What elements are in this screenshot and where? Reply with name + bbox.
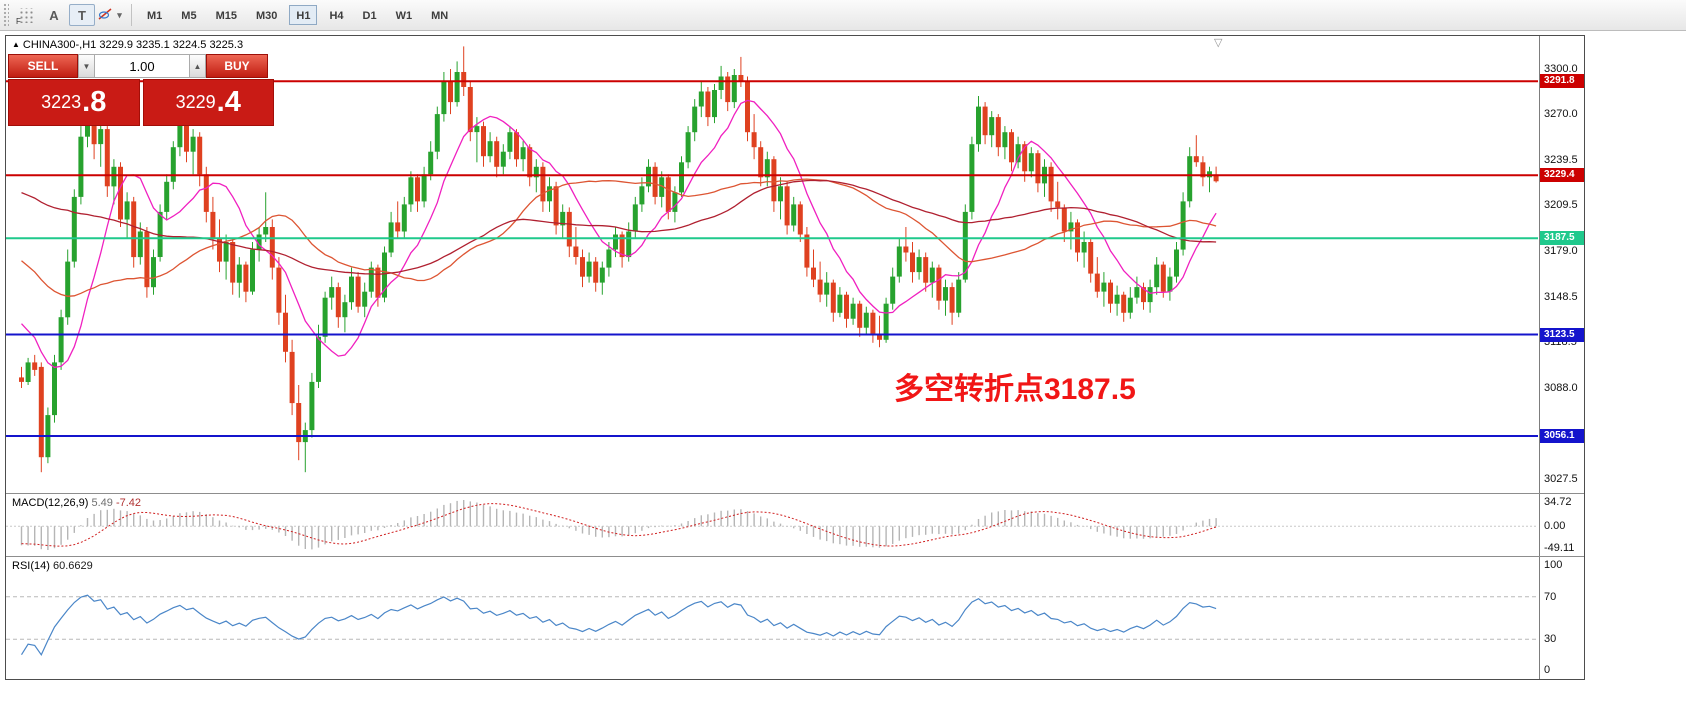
price-badge[interactable]: 3291.8 [1540, 74, 1584, 89]
rsi-axis-30: 30 [1544, 633, 1557, 646]
axis-tick: 3148.5 [1544, 290, 1578, 303]
toolbar-grip[interactable] [3, 3, 9, 27]
ohlc-info: ▲ CHINA300-,H1 3229.9 3235.1 3224.5 3225.… [12, 39, 243, 51]
volume-up-button[interactable]: ▲ [189, 54, 206, 78]
macd-label: MACD(12,26,9) 5.49 -7.42 [12, 497, 141, 509]
macd-value-main: 5.49 [91, 497, 113, 509]
macd-canvas[interactable] [6, 494, 1538, 556]
axis-tick: 3270.0 [1544, 108, 1578, 121]
rsi-value: 60.6629 [52, 560, 93, 572]
price-badge[interactable]: 3229.4 [1540, 168, 1584, 183]
rsi-name: RSI(14) [12, 560, 50, 572]
timeframe-w1[interactable]: W1 [395, 10, 413, 22]
axis-tick: 3209.5 [1544, 199, 1578, 212]
symbol-marker-icon: ▲ [12, 40, 20, 49]
macd-axis-top: 34.72 [1544, 496, 1572, 508]
letter-a-glyph: A [49, 7, 59, 23]
panel-splitter[interactable] [6, 493, 1584, 494]
rsi-axis[interactable]: 100 70 30 0 [1539, 557, 1584, 679]
buy-price-big: .4 [216, 86, 241, 118]
timeframe-m15[interactable]: M15 [215, 10, 237, 22]
rsi-axis-100: 100 [1544, 559, 1563, 571]
toolbar-separator [131, 4, 132, 26]
price-badge[interactable]: 3056.1 [1540, 428, 1584, 443]
timeframe-m1[interactable]: M1 [147, 10, 163, 22]
main-chart-panel: 3300.0 3270.0 3239.5 3209.5 3179.0 3148.5 3118… [6, 36, 1584, 493]
axis-tick: 3027.5 [1544, 473, 1578, 485]
rsi-panel: 100 70 30 0 RSI(14) 60.6629 [6, 557, 1584, 679]
timeframe-h4[interactable]: H4 [329, 10, 344, 22]
rsi-canvas[interactable] [6, 557, 1538, 679]
axis-tick: 3179.0 [1544, 245, 1578, 258]
timeframe-mn[interactable]: MN [431, 10, 449, 22]
timeframe-h1[interactable]: H1 [289, 5, 318, 25]
shapes-icon [98, 7, 114, 24]
sell-price-display[interactable]: 3223.8 [8, 79, 140, 126]
chart-shift-marker-icon[interactable]: ▽ [1214, 37, 1223, 49]
volume-down-button[interactable]: ▼ [78, 54, 95, 78]
volume-input[interactable] [95, 54, 189, 78]
macd-axis-zero: 0.00 [1544, 520, 1566, 533]
text-label-icon[interactable]: T [69, 4, 95, 26]
rsi-axis-0: 0 [1544, 664, 1551, 676]
objects-dropdown-icon[interactable]: ▾ [97, 4, 123, 26]
letter-t-glyph: T [78, 7, 86, 23]
main-chart-canvas[interactable] [6, 36, 1538, 493]
axis-tick: 3300.0 [1544, 62, 1578, 75]
rsi-axis-70: 70 [1544, 590, 1557, 603]
sell-price-big: .8 [82, 86, 107, 118]
macd-axis-bottom: -49.11 [1544, 542, 1575, 554]
buy-price-small: 3229 [175, 92, 216, 112]
dot-grid-icon [17, 7, 35, 23]
text-annotation-icon[interactable]: A [41, 4, 67, 26]
macd-name: MACD(12,26,9) [12, 497, 89, 509]
f-sub-label: F [16, 17, 21, 26]
toolbar: F A T ▾ M1 M5 M15 M30 H1 H4 D1 W1 MN [0, 0, 1686, 31]
panel-splitter[interactable] [6, 556, 1584, 557]
price-badge[interactable]: 3187.5 [1540, 231, 1584, 246]
ohlc-text: CHINA300-,H1 3229.9 3235.1 3224.5 3225.3 [22, 39, 244, 51]
price-axis[interactable]: 3300.0 3270.0 3239.5 3209.5 3179.0 3148.5 3118… [1539, 36, 1584, 493]
sell-button[interactable]: SELL [8, 54, 78, 78]
price-badge[interactable]: 3123.5 [1540, 327, 1584, 342]
chart-annotation-text[interactable]: 多空转折点3187.5 [894, 373, 1136, 406]
one-click-trading-panel: SELL ▼ ▲ BUY 3223.8 3229.4 [8, 54, 274, 126]
chevron-down-icon: ▾ [117, 9, 122, 20]
chart-window: 3300.0 3270.0 3239.5 3209.5 3179.0 3148.5 3118… [5, 35, 1585, 680]
timeframe-m30[interactable]: M30 [255, 10, 278, 22]
timeframe-buttons: M1 M5 M15 M30 H1 H4 D1 W1 MN [140, 5, 455, 25]
crosshair-grid-icon[interactable]: F [13, 4, 39, 26]
buy-button[interactable]: BUY [206, 54, 268, 78]
axis-tick: 3088.0 [1544, 381, 1578, 394]
buy-price-display[interactable]: 3229.4 [142, 79, 274, 126]
macd-value-signal: -7.42 [115, 497, 142, 509]
macd-panel: 34.72 0.00 -49.11 MACD(12,26,9) 5.49 -7.… [6, 494, 1584, 556]
sell-price-small: 3223 [41, 92, 82, 112]
timeframe-m5[interactable]: M5 [181, 10, 197, 22]
macd-axis[interactable]: 34.72 0.00 -49.11 [1539, 494, 1584, 556]
rsi-label: RSI(14) 60.6629 [12, 560, 93, 572]
timeframe-d1[interactable]: D1 [362, 10, 377, 22]
axis-tick: 3239.5 [1544, 153, 1578, 166]
